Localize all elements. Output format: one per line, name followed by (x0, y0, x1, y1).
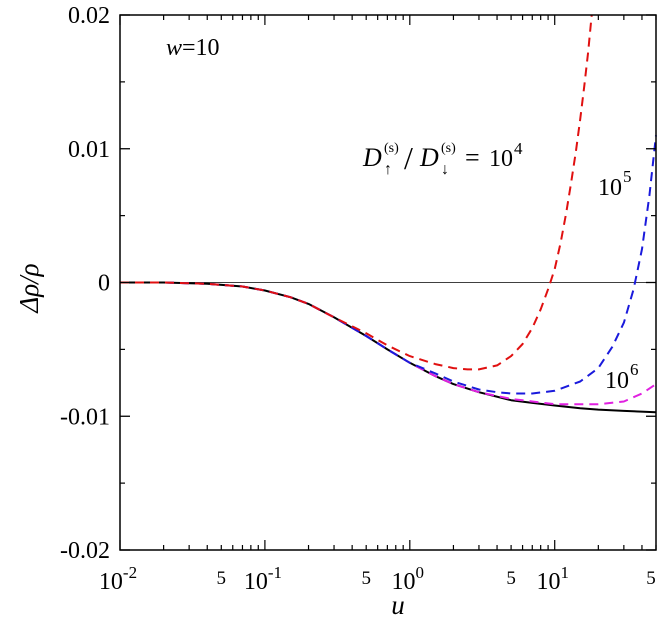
annotation-w: w=10 (166, 35, 220, 61)
x-minor-tick-label: 5 (646, 568, 656, 589)
series-line-blue (120, 135, 657, 395)
svg-text:↑: ↑ (384, 161, 392, 178)
x-axis-label: u (391, 590, 405, 620)
svg-text:6: 6 (630, 360, 639, 379)
y-tick-label: -0.02 (60, 538, 110, 564)
svg-text:4: 4 (514, 139, 523, 158)
x-minor-tick-label: 5 (506, 568, 516, 589)
series-line-magenta (120, 281, 657, 406)
x-tick-label: 10-2 (99, 563, 137, 595)
y-axis-label: Δρ/ρ (14, 263, 44, 313)
series-line-red (120, 14, 593, 371)
y-tick-label: 0 (98, 271, 110, 297)
x-tick-labels: 10-2 10-1 100 101 5 5 5 5 (99, 563, 656, 595)
svg-text:5: 5 (623, 167, 632, 186)
y-tick-labels: 0.02 0.01 0 -0.01 -0.02 (60, 3, 110, 564)
svg-text:(s): (s) (384, 141, 399, 156)
y-tick-label: 0.01 (68, 137, 110, 163)
tick-layer (119, 14, 657, 551)
x-minor-tick-label: 5 (217, 568, 227, 589)
x-tick-label: 100 (392, 563, 425, 595)
x-tick-label: 101 (536, 563, 569, 595)
series-line-black (120, 281, 657, 414)
annotation-1e5: 10 5 (598, 167, 632, 201)
svg-text:↓: ↓ (441, 161, 449, 178)
annotation-ratio: D (s) ↑ / D (s) ↓ = 10 4 (362, 139, 523, 178)
svg-text:10: 10 (598, 175, 622, 201)
svg-text:10: 10 (605, 368, 629, 394)
svg-text:=: = (465, 143, 480, 172)
series-layer (120, 14, 657, 414)
svg-text:/: / (404, 140, 413, 176)
x-tick-label: 10-1 (244, 563, 282, 595)
annotation-1e6: 10 6 (605, 360, 639, 394)
y-tick-label: -0.01 (60, 404, 110, 430)
x-minor-tick-label: 5 (361, 568, 371, 589)
svg-text:(s): (s) (441, 141, 456, 156)
y-tick-label: 0.02 (68, 3, 110, 29)
svg-text:D: D (362, 143, 382, 172)
svg-text:10: 10 (489, 146, 513, 172)
svg-text:D: D (419, 143, 439, 172)
